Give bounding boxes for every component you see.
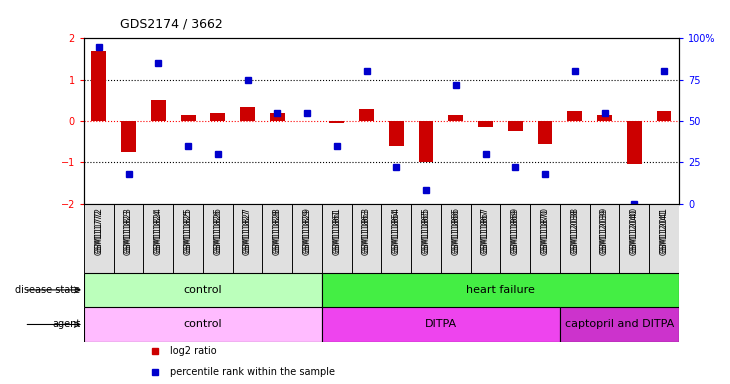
- Bar: [389, 121, 404, 146]
- Bar: [114, 204, 143, 273]
- Text: control: control: [184, 285, 222, 295]
- Bar: [143, 204, 173, 273]
- Bar: [560, 307, 679, 342]
- Text: GSM111867: GSM111867: [481, 207, 490, 253]
- Text: GSM111824: GSM111824: [154, 209, 163, 255]
- Text: GSM111829: GSM111829: [302, 209, 312, 255]
- Bar: [263, 204, 292, 273]
- Bar: [329, 121, 345, 123]
- Bar: [382, 204, 411, 273]
- Bar: [240, 106, 255, 121]
- Text: percentile rank within the sample: percentile rank within the sample: [170, 367, 335, 377]
- Text: GSM111823: GSM111823: [124, 207, 133, 253]
- Bar: [233, 204, 263, 273]
- Text: GSM111863: GSM111863: [362, 209, 371, 255]
- Text: GSM111865: GSM111865: [421, 209, 431, 255]
- Bar: [597, 115, 612, 121]
- Text: GSM111864: GSM111864: [392, 207, 401, 253]
- Bar: [210, 113, 226, 121]
- Text: GSM112041: GSM112041: [659, 207, 669, 253]
- Text: GSM112041: GSM112041: [659, 209, 669, 255]
- Text: GSM112040: GSM112040: [630, 207, 639, 253]
- Text: DITPA: DITPA: [425, 319, 457, 329]
- Bar: [203, 204, 233, 273]
- Text: GSM111772: GSM111772: [94, 207, 104, 253]
- Text: control: control: [184, 319, 222, 329]
- Bar: [501, 204, 530, 273]
- Bar: [292, 204, 322, 273]
- Bar: [91, 51, 107, 121]
- Bar: [173, 204, 203, 273]
- Bar: [180, 115, 196, 121]
- Bar: [84, 204, 114, 273]
- Text: log2 ratio: log2 ratio: [170, 346, 217, 356]
- Text: GSM111823: GSM111823: [124, 209, 133, 255]
- Text: GSM111828: GSM111828: [273, 209, 282, 255]
- Text: GSM112038: GSM112038: [570, 209, 580, 255]
- Text: GSM111827: GSM111827: [243, 209, 252, 255]
- Bar: [322, 204, 352, 273]
- Bar: [471, 204, 501, 273]
- Bar: [270, 113, 285, 121]
- Bar: [560, 204, 590, 273]
- Bar: [418, 121, 434, 162]
- Text: GSM111870: GSM111870: [540, 207, 550, 253]
- Text: heart failure: heart failure: [466, 285, 535, 295]
- Text: GSM111861: GSM111861: [332, 207, 342, 253]
- Text: GSM111826: GSM111826: [213, 209, 223, 255]
- Bar: [322, 307, 560, 342]
- Bar: [441, 204, 471, 273]
- Text: GSM111828: GSM111828: [273, 207, 282, 253]
- Bar: [84, 273, 322, 307]
- Text: GSM111863: GSM111863: [362, 207, 371, 253]
- Text: GSM111826: GSM111826: [213, 207, 223, 253]
- Text: GSM112039: GSM112039: [600, 209, 609, 255]
- Text: GSM112039: GSM112039: [600, 207, 609, 253]
- Bar: [448, 115, 464, 121]
- Bar: [620, 204, 649, 273]
- Bar: [359, 109, 374, 121]
- Text: GSM111825: GSM111825: [183, 209, 193, 255]
- Bar: [627, 121, 642, 164]
- Text: GSM111869: GSM111869: [511, 209, 520, 255]
- Text: GSM111772: GSM111772: [94, 209, 104, 255]
- Text: GSM111825: GSM111825: [183, 207, 193, 253]
- Bar: [151, 100, 166, 121]
- Text: GSM111829: GSM111829: [302, 207, 312, 253]
- Text: GSM112038: GSM112038: [570, 207, 580, 253]
- Text: GSM111864: GSM111864: [392, 209, 401, 255]
- Text: GSM111867: GSM111867: [481, 209, 490, 255]
- Bar: [590, 204, 619, 273]
- Text: GSM111869: GSM111869: [511, 207, 520, 253]
- Bar: [84, 307, 322, 342]
- Text: GSM111870: GSM111870: [540, 209, 550, 255]
- Bar: [649, 204, 679, 273]
- Text: GSM111824: GSM111824: [154, 207, 163, 253]
- Bar: [567, 111, 583, 121]
- Bar: [352, 204, 381, 273]
- Text: GSM111827: GSM111827: [243, 207, 252, 253]
- Text: disease state: disease state: [15, 285, 80, 295]
- Text: GSM111861: GSM111861: [332, 209, 342, 255]
- Text: GSM111865: GSM111865: [421, 207, 431, 253]
- Text: agent: agent: [52, 319, 80, 329]
- Bar: [508, 121, 523, 131]
- Text: GSM112040: GSM112040: [630, 209, 639, 255]
- Bar: [530, 204, 560, 273]
- Text: GDS2174 / 3662: GDS2174 / 3662: [120, 18, 223, 31]
- Bar: [656, 111, 672, 121]
- Text: GSM111866: GSM111866: [451, 207, 461, 253]
- Text: captopril and DITPA: captopril and DITPA: [565, 319, 674, 329]
- Text: GSM111866: GSM111866: [451, 209, 461, 255]
- Bar: [537, 121, 553, 144]
- Bar: [322, 273, 679, 307]
- Bar: [411, 204, 441, 273]
- Bar: [121, 121, 136, 152]
- Bar: [478, 121, 493, 127]
